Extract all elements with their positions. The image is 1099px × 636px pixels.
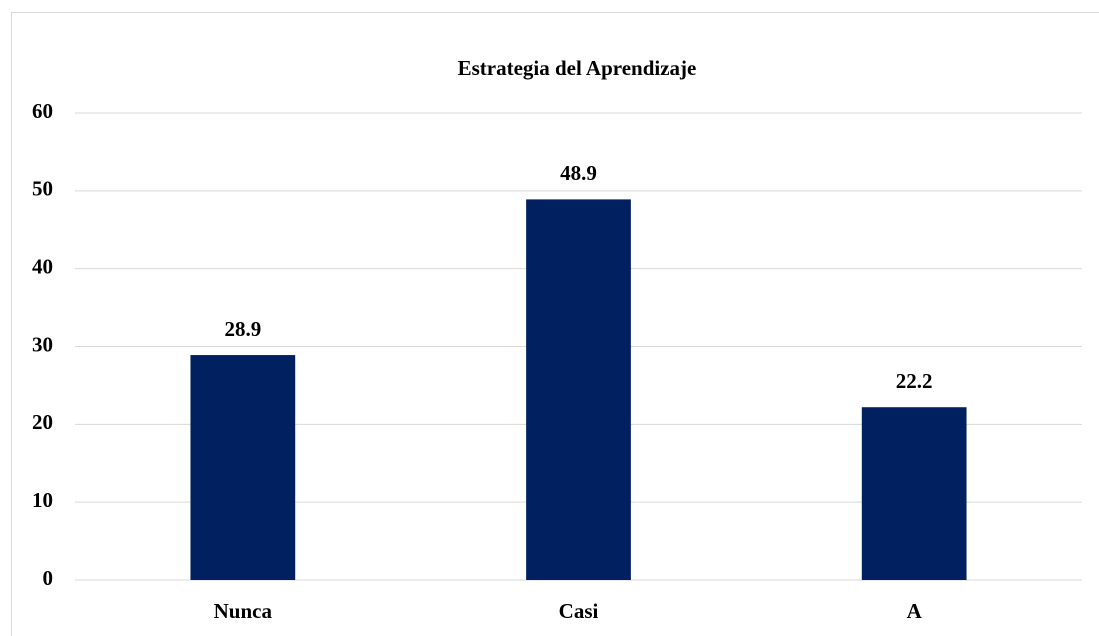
x-tick-label: Nunca xyxy=(214,599,273,623)
y-tick-label: 0 xyxy=(43,566,54,590)
y-tick-label: 30 xyxy=(32,332,53,356)
y-tick-label: 50 xyxy=(32,177,53,201)
x-tick-label: A xyxy=(907,599,923,623)
bar xyxy=(861,407,967,580)
bar xyxy=(190,355,296,580)
y-tick-label: 20 xyxy=(32,410,53,434)
data-label: 48.9 xyxy=(560,161,597,185)
y-tick-label: 60 xyxy=(32,99,53,123)
y-tick-label: 40 xyxy=(32,254,53,278)
data-label: 28.9 xyxy=(224,317,261,341)
bar xyxy=(526,199,631,580)
chart-title: Estrategia del Aprendizaje xyxy=(458,56,697,80)
y-tick-label: 10 xyxy=(32,488,53,512)
x-tick-label: Casi xyxy=(559,599,599,623)
data-label: 22.2 xyxy=(896,369,933,393)
